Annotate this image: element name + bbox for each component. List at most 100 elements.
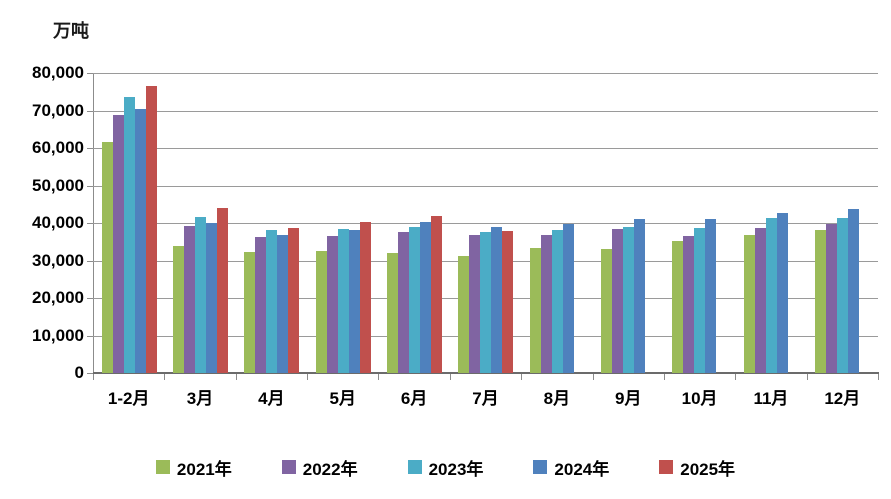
bar-2021年-12月 xyxy=(815,229,827,373)
y-tick-label: 40,000 xyxy=(32,213,84,232)
gridline-50000 xyxy=(93,185,878,187)
bar-2024年-10月 xyxy=(705,218,717,373)
bar-2023年-1-2月 xyxy=(123,97,135,373)
x-tick-mark xyxy=(235,374,237,380)
bar-2022年-7月 xyxy=(469,234,481,373)
x-tick-mark xyxy=(307,374,309,380)
bar-2025年-7月 xyxy=(502,230,514,373)
bar-2024年-6月 xyxy=(419,221,431,373)
legend: 2021年 2022年 2023年 2024年 2025年 xyxy=(0,453,891,481)
bar-2021年-10月 xyxy=(672,240,684,373)
legend-item-2021年: 2021年 xyxy=(155,455,232,480)
bar-2025年-6月 xyxy=(430,215,442,373)
bar-2024年-1-2月 xyxy=(134,109,146,373)
y-tick-label: 30,000 xyxy=(32,250,84,270)
legend-item-2023年: 2023年 xyxy=(407,455,484,480)
y-axis-line xyxy=(93,73,94,376)
x-tick-mark xyxy=(378,374,380,380)
y-tick-mark xyxy=(87,260,93,262)
bar-2022年-3月 xyxy=(183,226,195,373)
x-label-5月: 5月 xyxy=(329,389,356,408)
x-label-4月: 4月 xyxy=(258,389,285,408)
x-tick-mark xyxy=(592,374,594,380)
x-tick-mark xyxy=(93,374,94,380)
legend-swatch-2023年 xyxy=(407,460,422,474)
y-tick-mark xyxy=(87,298,93,299)
x-label-6月: 6月 xyxy=(400,389,428,408)
bar-2024年-12月 xyxy=(848,208,860,373)
bar-2023年-3月 xyxy=(194,217,206,373)
bar-2024年-5月 xyxy=(348,229,360,373)
y-tick-label: 50,000 xyxy=(32,175,84,195)
bar-2024年-8月 xyxy=(562,223,574,373)
x-label-9月: 9月 xyxy=(614,389,642,408)
bar-2021年-9月 xyxy=(601,249,613,373)
legend-item-2024年: 2024年 xyxy=(533,455,609,480)
legend-label-2021年: 2021年 xyxy=(176,459,232,479)
bar-2022年-5月 xyxy=(326,235,338,373)
x-tick-mark xyxy=(164,374,166,380)
y-tick-mark xyxy=(87,373,93,374)
legend-swatch-2024年 xyxy=(533,460,548,474)
bar-2022年-9月 xyxy=(612,229,624,373)
x-label-10月: 10月 xyxy=(681,389,718,408)
x-label-1-2月: 1-2月 xyxy=(107,389,150,408)
x-tick-mark xyxy=(806,374,808,380)
bar-2025年-3月 xyxy=(216,208,228,373)
legend-swatch-2022年 xyxy=(281,460,296,474)
x-tick-mark xyxy=(878,374,879,380)
bar-2023年-5月 xyxy=(337,228,349,373)
y-tick-mark xyxy=(87,110,93,112)
bar-2025年-5月 xyxy=(359,222,371,373)
legend-item-2025年: 2025年 xyxy=(659,455,735,480)
bar-2024年-3月 xyxy=(205,223,217,373)
bar-2021年-5月 xyxy=(315,251,327,373)
bar-2022年-12月 xyxy=(826,223,838,373)
bar-2021年-1-2月 xyxy=(101,141,113,373)
bar-2022年-10月 xyxy=(683,235,695,373)
x-label-8月: 8月 xyxy=(543,389,571,408)
y-tick-mark xyxy=(87,335,93,337)
x-label-11月: 11月 xyxy=(753,389,789,408)
bar-2023年-9月 xyxy=(623,226,635,373)
y-tick-mark xyxy=(87,148,93,149)
bar-2023年-11月 xyxy=(765,218,777,373)
bar-2021年-4月 xyxy=(244,252,256,373)
bar-2021年-7月 xyxy=(458,256,470,373)
y-tick-mark xyxy=(87,223,93,224)
x-label-7月: 7月 xyxy=(472,389,499,408)
bar-2024年-11月 xyxy=(776,213,788,373)
y-tick-label: 20,000 xyxy=(32,288,84,307)
y-tick-label: 0 xyxy=(74,363,84,382)
bar-2022年-11月 xyxy=(754,227,766,373)
legend-label-2025年: 2025年 xyxy=(680,459,736,479)
legend-label-2022年: 2022年 xyxy=(302,459,358,479)
legend-swatch-2025年 xyxy=(659,460,674,474)
bar-2021年-8月 xyxy=(529,247,541,373)
bar-2025年-4月 xyxy=(288,227,300,373)
gridline-60000 xyxy=(93,148,878,149)
bar-2023年-8月 xyxy=(551,230,563,373)
bar-2022年-1-2月 xyxy=(112,115,124,373)
bar-2024年-9月 xyxy=(634,218,646,373)
x-tick-mark xyxy=(735,374,737,380)
bar-2023年-4月 xyxy=(266,230,278,373)
legend-item-2022年: 2022年 xyxy=(281,455,358,480)
plot-area xyxy=(93,73,879,374)
gridline-70000 xyxy=(93,110,878,112)
bar-2021年-6月 xyxy=(386,252,398,373)
x-label-3月: 3月 xyxy=(186,389,214,408)
legend-label-2024年: 2024年 xyxy=(554,459,610,479)
bar-2024年-4月 xyxy=(277,234,289,373)
y-axis-unit-label: 万吨 xyxy=(53,21,89,41)
bar-2022年-4月 xyxy=(255,237,267,373)
y-tick-label: 70,000 xyxy=(32,100,84,120)
x-tick-mark xyxy=(663,374,665,380)
bar-2021年-11月 xyxy=(743,234,755,373)
bar-2021年-3月 xyxy=(172,245,184,373)
legend-label-2023年: 2023年 xyxy=(428,459,484,479)
gridline-40000 xyxy=(93,223,878,224)
bar-2023年-7月 xyxy=(480,231,492,373)
gridline-80000 xyxy=(93,73,878,74)
x-label-12月: 12月 xyxy=(824,389,861,408)
